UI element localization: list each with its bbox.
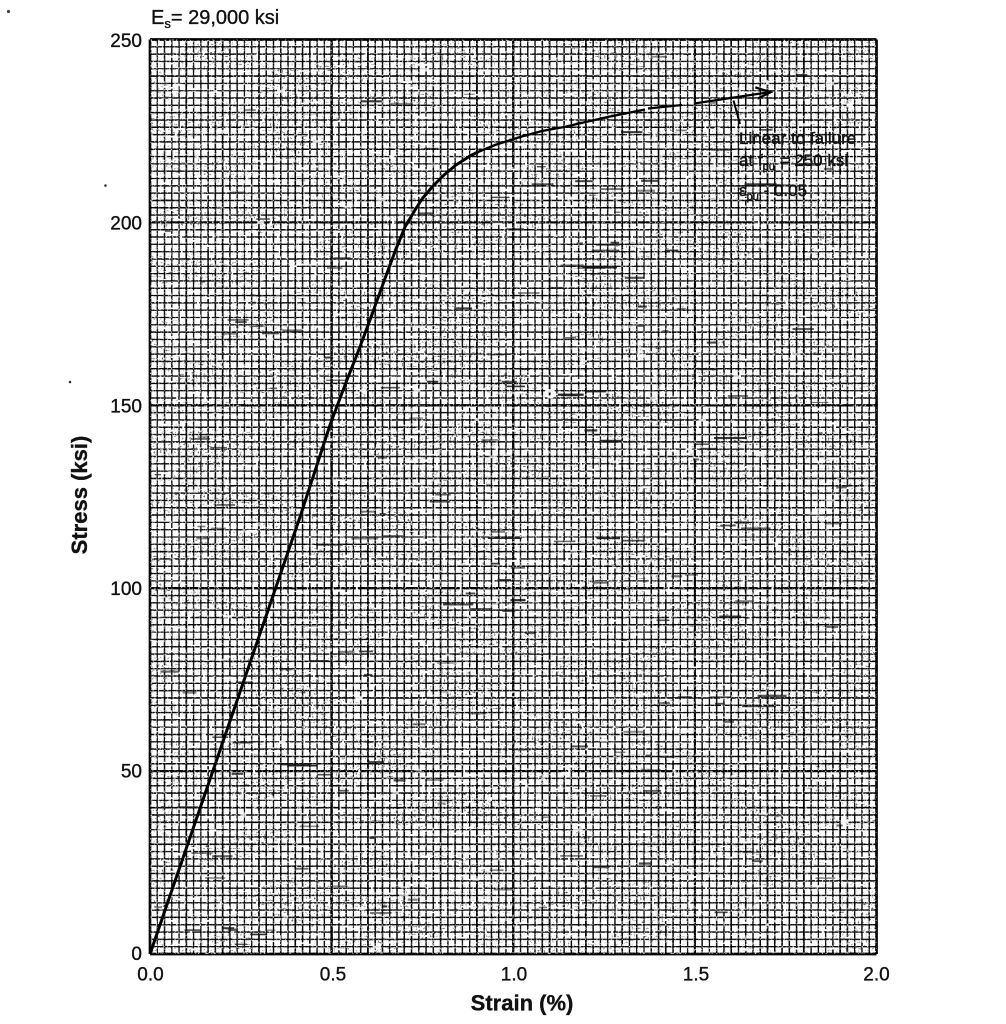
svg-text:Es= 29,000 ksi: Es= 29,000 ksi xyxy=(151,7,279,31)
svg-text:0: 0 xyxy=(131,944,142,965)
svg-text:Stress (ksi): Stress (ksi) xyxy=(67,436,92,555)
svg-text:50: 50 xyxy=(121,762,142,783)
svg-text:0.0: 0.0 xyxy=(137,965,163,986)
svg-text:Strain (%): Strain (%) xyxy=(471,991,574,1016)
svg-text:150: 150 xyxy=(110,397,142,418)
svg-text:0.5: 0.5 xyxy=(320,965,346,986)
svg-text:Linear to failure: Linear to failure xyxy=(739,129,856,148)
svg-text:250: 250 xyxy=(110,31,142,52)
svg-text:1.0: 1.0 xyxy=(501,965,527,986)
svg-text:200: 200 xyxy=(110,214,142,235)
svg-text:100: 100 xyxy=(110,579,142,600)
svg-text:1.5: 1.5 xyxy=(683,965,709,986)
svg-text:at fpu = 250 ksi: at fpu = 250 ksi xyxy=(739,151,848,173)
svg-text:2.0: 2.0 xyxy=(863,965,889,986)
svg-text:εpu - 0.05: εpu - 0.05 xyxy=(739,181,807,203)
